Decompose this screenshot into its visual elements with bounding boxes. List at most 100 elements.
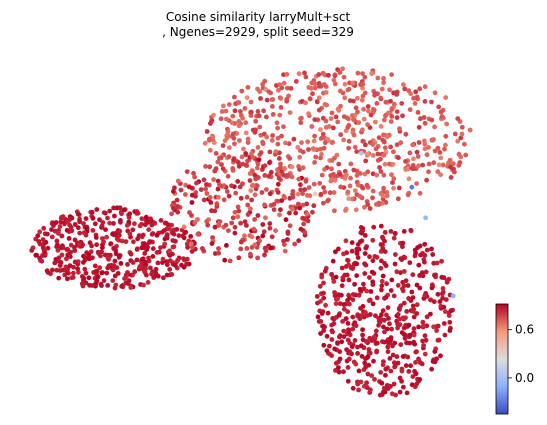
data-point xyxy=(399,101,405,106)
data-point xyxy=(318,146,323,152)
data-point xyxy=(361,281,366,287)
data-point xyxy=(337,88,343,94)
data-point xyxy=(368,112,374,118)
data-point xyxy=(183,229,189,235)
data-point xyxy=(285,85,290,91)
data-point xyxy=(349,344,355,350)
data-point xyxy=(385,349,391,355)
data-point xyxy=(354,261,360,267)
data-point xyxy=(193,190,199,195)
data-point xyxy=(380,308,386,314)
data-point xyxy=(435,291,441,297)
data-point xyxy=(440,286,446,291)
data-point xyxy=(380,246,386,251)
data-point xyxy=(389,277,395,283)
data-point xyxy=(169,222,175,228)
data-point xyxy=(245,202,251,208)
data-point xyxy=(134,257,140,263)
data-point xyxy=(439,274,445,280)
data-point xyxy=(167,267,173,272)
data-point xyxy=(263,248,269,254)
data-point xyxy=(83,216,89,222)
data-point xyxy=(143,214,149,220)
data-point xyxy=(391,149,396,155)
data-point xyxy=(400,354,406,359)
data-point xyxy=(382,230,388,235)
data-point xyxy=(417,285,423,291)
data-point xyxy=(318,191,324,197)
data-point xyxy=(380,339,385,344)
data-point xyxy=(438,109,444,115)
data-point xyxy=(341,306,347,312)
colorbar-tick-label: 0.0 xyxy=(515,371,534,385)
data-point xyxy=(176,233,182,239)
data-point xyxy=(341,114,347,119)
data-point xyxy=(401,300,407,306)
data-point xyxy=(327,190,333,196)
data-point xyxy=(333,360,339,366)
data-point xyxy=(368,387,373,393)
data-point xyxy=(397,307,402,312)
data-point xyxy=(260,222,266,227)
data-point xyxy=(437,150,443,155)
data-point xyxy=(388,229,394,234)
data-point xyxy=(381,185,386,191)
data-point xyxy=(351,117,356,122)
data-point xyxy=(374,295,380,301)
data-point xyxy=(57,224,63,229)
data-point xyxy=(170,238,176,243)
data-point xyxy=(222,138,228,144)
data-point xyxy=(317,180,323,186)
data-point xyxy=(400,240,406,246)
data-point xyxy=(416,124,422,130)
data-point xyxy=(255,175,261,181)
data-point xyxy=(405,283,411,288)
data-point xyxy=(336,246,341,252)
data-point xyxy=(247,171,253,177)
data-point xyxy=(360,85,365,91)
data-point xyxy=(84,226,90,231)
data-point xyxy=(33,252,39,258)
data-point xyxy=(416,163,421,169)
data-point xyxy=(378,265,384,271)
data-point xyxy=(435,169,441,175)
data-point xyxy=(137,264,143,269)
data-point xyxy=(429,117,435,123)
data-point xyxy=(316,95,322,101)
data-point xyxy=(51,223,56,228)
outlier-point xyxy=(423,215,428,221)
colorbar xyxy=(495,303,509,415)
data-point xyxy=(364,380,369,386)
data-point xyxy=(189,200,195,205)
data-point xyxy=(252,192,258,198)
data-point xyxy=(392,360,397,366)
data-point xyxy=(309,124,315,129)
data-point xyxy=(256,157,262,163)
data-point xyxy=(324,348,330,353)
outlier-point xyxy=(450,293,456,299)
data-point xyxy=(410,295,416,300)
data-point xyxy=(426,161,432,167)
data-point xyxy=(362,74,368,80)
data-point xyxy=(400,244,405,250)
data-point xyxy=(436,162,442,168)
data-point xyxy=(432,148,438,154)
data-point xyxy=(405,192,411,198)
data-point xyxy=(358,305,363,311)
data-point xyxy=(90,215,96,221)
data-point xyxy=(420,162,426,168)
data-point xyxy=(275,125,280,131)
data-point xyxy=(355,313,361,319)
data-point xyxy=(426,145,431,150)
data-point xyxy=(378,124,384,129)
data-point xyxy=(378,169,384,174)
data-point xyxy=(151,275,157,280)
data-point xyxy=(330,258,336,264)
data-point xyxy=(271,202,277,207)
data-point xyxy=(238,246,244,252)
data-point xyxy=(318,136,324,141)
data-point xyxy=(321,342,327,348)
data-point xyxy=(344,272,350,278)
data-point xyxy=(350,314,356,320)
data-point xyxy=(431,260,437,266)
